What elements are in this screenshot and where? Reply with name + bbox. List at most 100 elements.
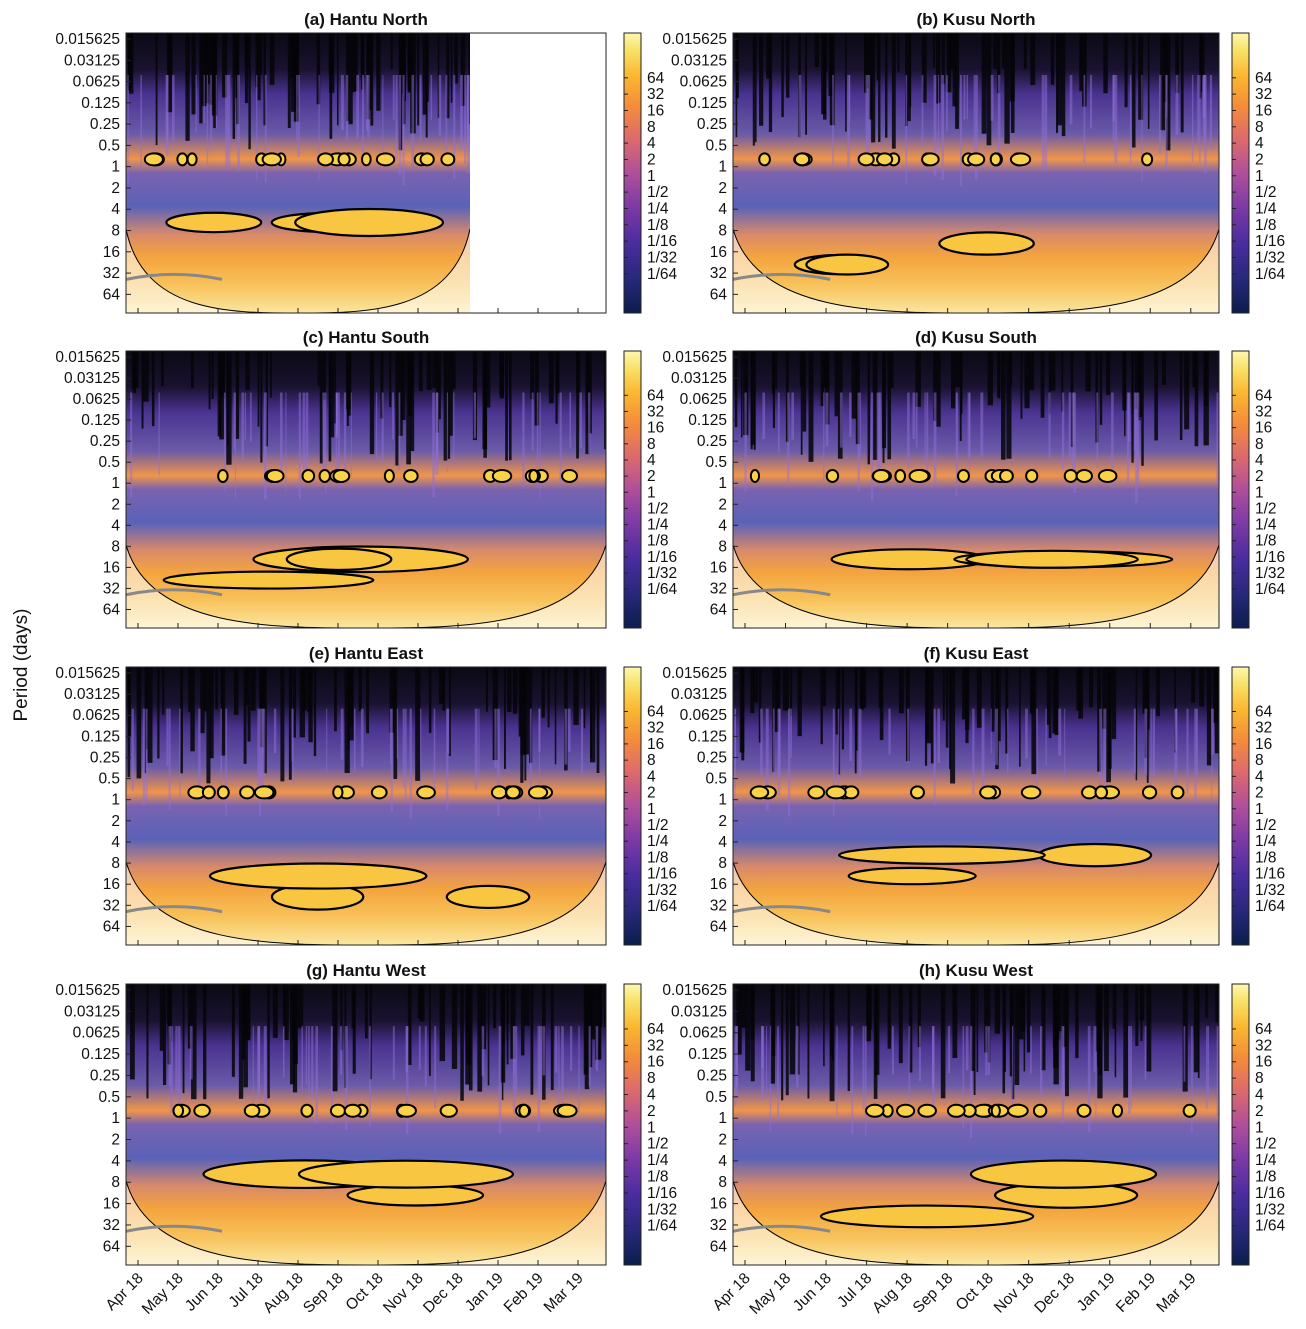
colorbar-tick-label: 4 [647,452,656,469]
y-tick-label: 2 [718,180,727,197]
y-tick-label: 4 [111,1153,120,1170]
colorbar-tick-label: 2 [647,468,656,485]
heatmap-image [126,667,606,945]
y-tick-label: 8 [718,223,727,240]
y-tick-label: 4 [111,517,120,534]
x-tick-label: Feb 19 [1113,1270,1159,1316]
colorbar-tick-label: 8 [647,752,656,769]
colorbar-tick-label: 1/64 [1255,1218,1286,1235]
colorbar-tick-label: 1/64 [1255,898,1286,915]
colorbar-tick-label: 64 [647,70,665,87]
colorbar-tick-label: 1/2 [1255,184,1277,201]
colorbar-tick-label: 1/64 [647,898,678,915]
x-tick-label: Nov 18 [991,1270,1038,1317]
axes-frame [125,32,607,314]
x-tick-label: May 18 [139,1270,187,1318]
colorbar-tick-label: 1/2 [647,184,669,201]
colorbar-tick-label: 16 [1255,102,1272,119]
colorbar-tick-label: 1/32 [647,565,677,582]
colorbar [623,350,642,629]
colorbar-tick-label: 1/16 [1255,866,1285,883]
axes-frame [125,350,607,629]
y-tick-label: 32 [710,580,727,597]
colorbar-tick-label: 4 [1255,452,1264,469]
y-tick-label: 0.125 [688,1046,727,1063]
colorbar-tick-label: 32 [647,1037,664,1054]
axes-frame [125,983,607,1266]
colorbar [623,666,642,946]
colorbar-tick-label: 1 [1255,801,1264,818]
panel-title: (b) Kusu North [917,10,1036,29]
colorbar-tick-label: 1/32 [1255,565,1285,582]
y-tick-label: 0.0625 [680,1025,727,1042]
y-tick-label: 16 [710,1196,727,1213]
colorbar-tick-label: 64 [1255,70,1273,87]
y-tick-label: 2 [718,1132,727,1149]
y-tick-label: 0.125 [688,412,727,429]
colorbar-tick-label: 1 [1255,168,1264,185]
y-tick-label: 1 [718,159,727,176]
y-tick-label: 1 [718,792,727,809]
panel-title: (h) Kusu West [919,961,1033,980]
x-tick-label: Nov 18 [380,1270,427,1317]
y-tick-label: 0.5 [705,771,727,788]
axes-frame [732,32,1220,314]
y-tick-label: 2 [111,496,120,513]
y-tick-label: 2 [111,180,120,197]
y-tick-label: 0.015625 [55,31,120,48]
y-tick-label: 0.25 [697,116,727,133]
y-tick-label: 0.015625 [662,349,727,366]
y-tick-label: 0.125 [688,728,727,745]
colorbar-tick-label: 1 [647,484,656,501]
y-tick-label: 0.015625 [662,982,727,999]
colorbar-tick-label: 4 [1255,768,1264,785]
panel-5: (e) Hantu East 0.015625 0.03125 0.0625 0.125… [55,644,678,946]
y-tick-label: 0.25 [90,749,120,766]
colorbar-tick-label: 1/64 [647,266,678,283]
y-tick-label: 0.03125 [671,1003,727,1020]
y-tick-label: 0.5 [705,137,727,154]
panel-title: (f) Kusu East [924,644,1029,663]
colorbar-tick-label: 1/2 [1255,817,1277,834]
colorbar-tick-label: 1/64 [647,1218,678,1235]
colorbar-tick-label: 1/8 [647,849,669,866]
colorbar-tick-label: 1 [1255,484,1264,501]
panel-4: (d) Kusu South 0.015625 0.03125 0.0625 0.125… [662,328,1286,629]
y-tick-label: 0.03125 [671,370,727,387]
colorbar-tick-label: 1/64 [647,581,678,598]
y-tick-label: 16 [710,876,727,893]
heatmap-image [733,351,1219,628]
y-tick-label: 4 [718,1153,727,1170]
colorbar-tick-label: 8 [1255,752,1264,769]
y-tick-label: 4 [718,517,727,534]
x-tick-label: Jun 18 [182,1270,227,1315]
colorbar-tick-label: 16 [1255,1054,1272,1071]
x-tick-label: Jan 19 [1074,1270,1119,1315]
colorbar-tick-label: 1/32 [647,1201,677,1218]
colorbar-tick-label: 16 [1255,736,1272,753]
y-tick-label: 8 [111,1174,120,1191]
colorbar-tick-label: 4 [647,1087,656,1104]
y-tick-label: 16 [103,559,120,576]
heatmap-image [126,33,470,313]
y-tick-label: 8 [111,223,120,240]
colorbar-tick-label: 2 [1255,151,1264,168]
colorbar-tick-label: 1/16 [647,549,677,566]
y-tick-label: 0.125 [81,728,120,745]
colorbar [1231,32,1250,314]
colorbar-tick-label: 16 [647,102,664,119]
panel-7: (g) Hantu West 0.015625 0.03125 0.0625 0.125… [55,961,677,1318]
x-tick-label: Feb 19 [501,1270,547,1316]
y-tick-label: 16 [710,559,727,576]
heatmap-image [126,351,606,628]
y-tick-label: 32 [103,897,120,914]
colorbar-tick-label: 8 [647,1070,656,1087]
x-tick-label: Jan 19 [462,1270,507,1315]
colorbar-tick-label: 64 [647,387,665,404]
colorbar-tick-label: 1/4 [647,200,669,217]
colorbar-tick-label: 64 [1255,703,1273,720]
colorbar-tick-label: 1/8 [1255,1168,1277,1185]
y-tick-label: 4 [111,834,120,851]
y-tick-label: 0.125 [688,95,727,112]
y-tick-label: 0.125 [81,95,120,112]
